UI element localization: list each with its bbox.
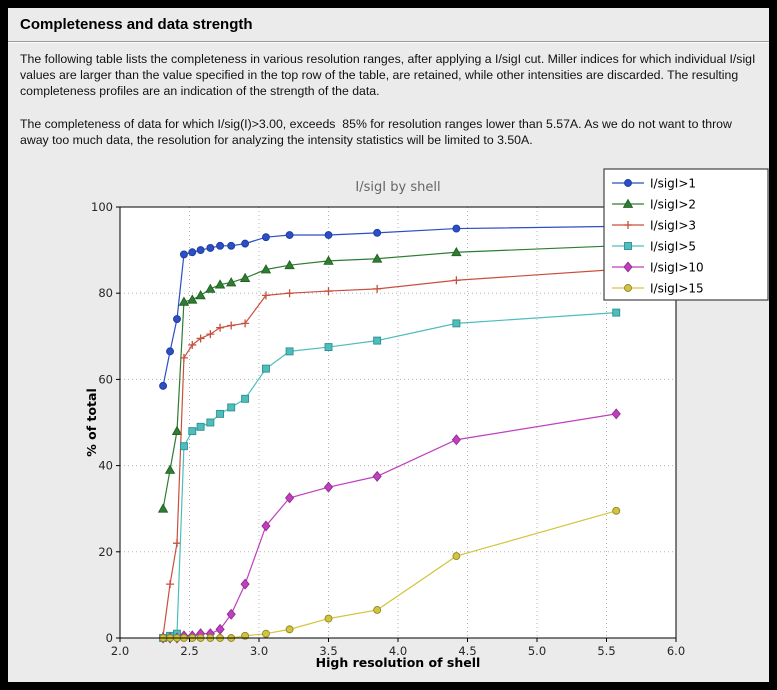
series-line-3 [162, 311, 617, 639]
svg-text:5.5: 5.5 [597, 644, 615, 658]
svg-text:80: 80 [98, 286, 113, 300]
legend-label-3: I/sigI>5 [650, 240, 696, 254]
header-divider [8, 41, 769, 43]
svg-text:40: 40 [98, 459, 113, 473]
chart-legend: I/sigI>1 I/sigI>2 I/sigI>3 I/sigI>5 I/sigI>1… [603, 168, 769, 301]
legend-label-1: I/sigI>2 [650, 198, 696, 212]
legend-label-5: I/sigI>15 [650, 282, 704, 296]
svg-text:4.0: 4.0 [389, 644, 407, 658]
legend-label-4: I/sigI>10 [650, 261, 704, 275]
legend-item-0: I/sigI>1 [612, 177, 696, 191]
svg-text:100: 100 [91, 200, 113, 214]
completeness-panel: Completeness and data strength The follo… [8, 8, 769, 682]
chart-title: I/sigI by shell [355, 180, 440, 195]
x-axis-label: High resolution of shell [316, 655, 481, 670]
svg-text:4.5: 4.5 [458, 644, 476, 658]
svg-text:2.0: 2.0 [111, 644, 129, 658]
tick-labels: 2.0 2.5 3.0 3.5 4.0 4.5 5.0 5.5 6.0 0 20 40 60 80 100 [91, 200, 685, 658]
svg-text:6.0: 6.0 [667, 644, 685, 658]
axis-ticks [116, 206, 677, 642]
legend-label-2: I/sigI>3 [650, 219, 696, 233]
series-line-0 [162, 225, 617, 386]
summary-paragraph: The completeness of data for which I/sig… [20, 117, 736, 147]
legend-item-2: I/sigI>3 [612, 219, 696, 233]
svg-text:20: 20 [98, 545, 113, 559]
description-paragraph: The following table lists the completene… [20, 52, 759, 98]
completeness-chart: 2.0 2.5 3.0 3.5 4.0 4.5 5.0 5.5 6.0 0 20 40 60 80 100 I… [84, 168, 769, 670]
series-line-1 [162, 245, 617, 509]
svg-text:3.0: 3.0 [250, 644, 268, 658]
legend-item-3: I/sigI>5 [612, 240, 696, 254]
gridlines [120, 207, 676, 638]
legend-item-1: I/sigI>2 [612, 198, 696, 212]
svg-text:0: 0 [106, 631, 113, 645]
legend-item-4: I/sigI>10 [612, 261, 704, 275]
svg-text:3.5: 3.5 [319, 644, 337, 658]
legend-box [603, 168, 769, 301]
y-axis-label: % of total [84, 388, 99, 457]
svg-text:2.5: 2.5 [180, 644, 198, 658]
legend-item-5: I/sigI>15 [612, 282, 704, 296]
page-title: Completeness and data strength [20, 16, 253, 33]
series-1 [157, 240, 622, 513]
svg-text:60: 60 [98, 372, 113, 386]
series-3 [159, 308, 621, 642]
series-line-2 [162, 268, 617, 636]
svg-text:5.0: 5.0 [528, 644, 546, 658]
legend-label-0: I/sigI>1 [650, 177, 696, 191]
